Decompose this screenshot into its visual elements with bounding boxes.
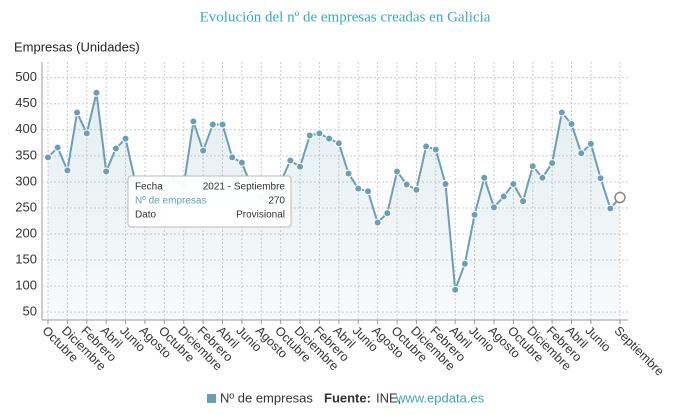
marker <box>577 149 586 158</box>
y-tick-label: 100 <box>15 278 37 293</box>
y-tick-label: 200 <box>15 225 37 240</box>
marker <box>218 120 227 129</box>
marker <box>538 173 547 182</box>
marker <box>393 167 402 176</box>
marker <box>92 88 101 97</box>
y-tick-label: 50 <box>23 304 37 319</box>
marker <box>489 203 498 212</box>
marker <box>614 191 626 204</box>
marker <box>422 142 431 151</box>
marker <box>557 108 566 117</box>
marker <box>296 162 305 171</box>
marker <box>567 120 576 129</box>
plot-area: 50100150200250300350400450500OctubreDici… <box>15 62 667 379</box>
marker <box>53 143 62 152</box>
marker <box>470 210 479 219</box>
x-tick-label: Septiembre <box>612 324 667 379</box>
y-axis-title: Empresas (Unidades) <box>14 39 140 54</box>
source-label: Fuente: <box>324 390 371 405</box>
tooltip-label: Nº de empresas <box>135 196 206 207</box>
marker <box>363 187 372 196</box>
marker <box>451 285 460 294</box>
marker <box>412 185 421 194</box>
y-tick-label: 450 <box>15 95 37 110</box>
marker <box>334 139 343 148</box>
legend: Nº de empresas <box>207 390 313 405</box>
marker <box>305 131 314 140</box>
marker <box>596 174 605 183</box>
y-tick-label: 500 <box>15 69 37 84</box>
marker <box>63 166 72 175</box>
marker <box>431 145 440 154</box>
area <box>48 92 620 320</box>
marker <box>228 153 237 162</box>
legend-label: Nº de empresas <box>220 390 313 405</box>
marker <box>441 179 450 188</box>
marker <box>519 197 528 206</box>
marker <box>73 108 82 117</box>
marker <box>586 139 595 148</box>
marker <box>315 129 324 138</box>
marker <box>199 146 208 155</box>
tooltip-label: Fecha <box>135 182 163 193</box>
y-tick-label: 150 <box>15 251 37 266</box>
marker <box>460 259 469 268</box>
marker <box>82 129 91 138</box>
y-tick-label: 400 <box>15 121 37 136</box>
marker <box>189 117 198 126</box>
y-tick-label: 350 <box>15 147 37 162</box>
tooltip: Fecha 2021 - Septiembre Nº de empresas 270 D… <box>127 175 292 228</box>
tooltip-value: Provisional <box>236 210 285 221</box>
tooltip-label: Dato <box>135 210 157 221</box>
marker <box>354 184 363 193</box>
marker <box>111 144 120 153</box>
source-link[interactable]: www.epdata.es <box>395 390 485 405</box>
marker <box>480 173 489 182</box>
marker <box>402 180 411 189</box>
marker <box>121 134 130 143</box>
marker <box>286 156 295 165</box>
marker <box>208 120 217 129</box>
tooltip-value: 270 <box>268 196 285 207</box>
marker <box>373 218 382 227</box>
source-text: INE, <box>376 390 401 405</box>
marker <box>548 159 557 168</box>
marker <box>606 204 615 213</box>
y-tick-label: 250 <box>15 199 37 214</box>
legend-swatch <box>207 394 216 403</box>
tooltip-value: 2021 - Septiembre <box>203 182 286 193</box>
marker <box>509 179 518 188</box>
marker <box>237 158 246 167</box>
marker <box>528 162 537 171</box>
marker <box>383 209 392 218</box>
marker <box>344 169 353 178</box>
y-tick-label: 300 <box>15 173 37 188</box>
marker <box>325 134 334 143</box>
marker <box>499 192 508 201</box>
chart-title: Evolución del nº de empresas creadas en … <box>200 9 491 25</box>
marker <box>102 167 111 176</box>
tooltip-box <box>127 175 292 228</box>
marker <box>44 153 52 162</box>
